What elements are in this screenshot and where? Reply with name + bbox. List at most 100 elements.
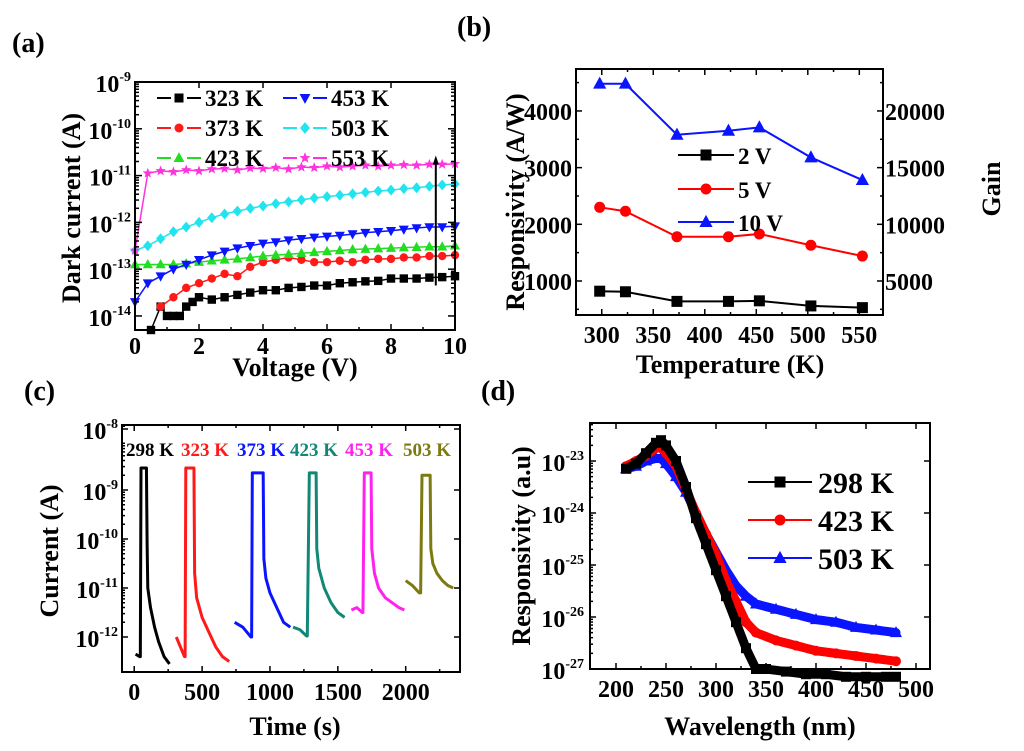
panel-a-point-503K — [168, 226, 179, 238]
panel-a-point-453K — [155, 272, 166, 282]
panel-a-point-503K — [424, 180, 435, 192]
panel-a-point-323K — [246, 288, 255, 297]
panel-d-point-298K — [691, 513, 701, 524]
panel-a-point-453K — [257, 239, 269, 249]
panel-a-point-453K — [424, 223, 435, 233]
panel-b-legend: 2 V 5 V 10 V — [678, 144, 783, 236]
panel-c-ytick-label: 10-9 — [82, 478, 118, 506]
panel-c-temp-label: 373 K — [237, 440, 285, 461]
panel-a-ytick-label: 10-10 — [88, 117, 131, 145]
panel-b-point-10V — [721, 123, 736, 136]
panel-a-point-553K — [385, 159, 397, 170]
panel-c-line-373K — [233, 471, 292, 639]
panel-d-point-503K — [850, 620, 862, 632]
panel-a-xtick-label: 4 — [257, 334, 269, 360]
panel-a-point-423K — [373, 243, 384, 253]
panel-c-temp-label: 323 K — [181, 440, 229, 461]
panel-a-point-453K — [181, 260, 192, 270]
panel-a-point-453K — [245, 241, 256, 252]
panel-a-point-323K — [348, 278, 357, 287]
panel-a-legend-marker — [299, 152, 311, 163]
panel-b-frame — [575, 68, 884, 316]
panel-a-point-453K — [360, 228, 371, 239]
panel-c: (c) 0 500 1000 1500 2000 10-12 10-11 10-10 10-9 1… — [24, 376, 461, 741]
panel-a-point-323K — [188, 297, 197, 307]
panel-d-legend: 298 K 423 K 503 K — [748, 467, 895, 576]
panel-a-point-423K — [334, 244, 345, 255]
panel-a-point-503K — [245, 202, 255, 214]
panel-d-point-298K — [781, 666, 791, 677]
panel-a-point-323K — [399, 274, 408, 283]
panel-a-point-423K — [321, 245, 333, 256]
panel-a-point-423K — [398, 242, 409, 252]
panel-a-point-423K — [385, 242, 397, 252]
panel-d-point-423K — [771, 635, 781, 646]
panel-d-ylabel: Responsivity (a.u) — [507, 446, 536, 645]
panel-c-xtick-label: 2000 — [382, 680, 430, 706]
panel-d-legend-marker — [774, 476, 786, 488]
panel-a-point-553K — [232, 164, 243, 175]
panel-a-point-323K — [162, 311, 172, 321]
panel-a-point-423K — [155, 259, 166, 269]
panel-a-ytick-label: 10-11 — [89, 164, 131, 192]
panel-b-point-10V — [804, 150, 818, 163]
panel-d-point-423K — [831, 648, 841, 659]
panel-b-legend-marker — [700, 183, 712, 195]
panel-d-xtick-label: 400 — [798, 677, 834, 703]
panel-a-point-373K — [297, 255, 306, 265]
panel-a-point-503K — [143, 240, 153, 252]
panel-a-xtick-label: 2 — [193, 334, 205, 360]
panel-d-frame — [589, 422, 931, 670]
panel-a-point-423K — [257, 250, 269, 260]
panel-c-line-323K — [174, 466, 231, 663]
panel-a-legend-marker — [174, 123, 184, 133]
panel-c-line-298K — [134, 466, 171, 665]
panel-a-point-373K — [335, 256, 344, 265]
panel-a-point-323K — [233, 290, 242, 300]
panel-d-point-298K — [681, 482, 691, 492]
panel-a-point-373K — [438, 251, 447, 261]
panel-a-point-503K — [296, 194, 307, 206]
panel-d-point-298K — [861, 671, 871, 682]
panel-b-series — [593, 76, 869, 314]
panel-a-point-323K — [169, 311, 178, 321]
panel-a-point-503K — [347, 188, 358, 200]
panel-a-point-323K — [175, 311, 184, 321]
panel-d-point-298K — [881, 671, 891, 682]
panel-d-point-423K — [741, 617, 751, 628]
panel-label-c: (c) — [24, 376, 55, 407]
panel-a-frame — [134, 81, 456, 331]
panel-d-point-423K — [751, 627, 761, 638]
panel-a-point-553K — [411, 159, 422, 170]
panel-b: (b) 300 350 400 450 500 550 1000 2000 3000 4000 50… — [457, 12, 1006, 379]
panel-d-xtick-label: 450 — [848, 677, 884, 703]
panel-a-point-423K — [437, 241, 448, 251]
panel-a-point-373K — [374, 254, 383, 264]
panel-d-point-423K — [811, 645, 821, 656]
panel-d-ytick-label: 10-26 — [541, 605, 584, 633]
panel-c-ytick-label: 10-11 — [76, 576, 118, 604]
panel-c-line-503K — [404, 473, 454, 595]
panel-c-temp-label: 453 K — [345, 440, 393, 461]
panel-d-ytick-label: 10-24 — [541, 501, 584, 529]
panel-a-point-373K — [386, 254, 396, 264]
panel-a-point-453K — [309, 233, 320, 243]
panel-a-point-423K — [411, 241, 422, 251]
panel-a-point-323K — [258, 286, 268, 295]
panel-a: (a) 0 2 4 6 8 10 10-14 10-13 10-12 10-11 10-10 10-9… — [12, 28, 467, 382]
panel-d-point-423K — [851, 651, 861, 661]
panel-a-point-553K — [257, 163, 269, 173]
panel-a-point-453K — [398, 225, 409, 235]
panel-b-ytick-label: 1000 — [524, 270, 572, 296]
panel-a-point-323K — [207, 295, 216, 304]
panel-a-point-553K — [398, 159, 409, 170]
panel-b-xtick-label: 300 — [584, 323, 620, 349]
panel-a-legend-label: 373 K — [205, 116, 263, 141]
panel-a-line-503K — [134, 183, 456, 252]
panel-d-point-298K — [661, 440, 671, 451]
panel-a-point-453K — [411, 224, 422, 234]
panel-a-point-323K — [310, 281, 319, 290]
panel-a-point-503K — [271, 198, 281, 210]
panel-a-point-373K — [258, 257, 268, 267]
panel-a-point-503K — [373, 185, 383, 197]
